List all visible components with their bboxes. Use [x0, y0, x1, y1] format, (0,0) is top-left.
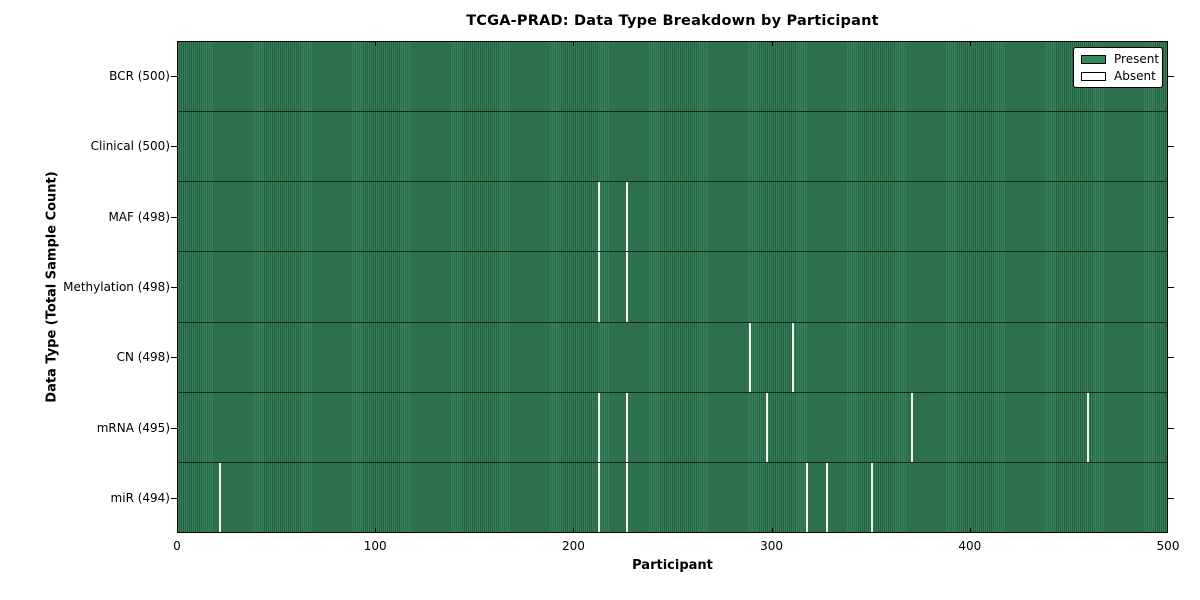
y-tick-mark	[171, 76, 177, 78]
absent-gap	[598, 462, 601, 532]
absent-gap	[748, 322, 751, 392]
heatmap-row-clinical	[178, 112, 1167, 183]
x-tick-label: 0	[173, 539, 181, 553]
absent-gap	[626, 252, 628, 322]
x-tick-mark	[573, 42, 575, 46]
x-tick-mark	[771, 42, 773, 46]
x-tick-mark	[375, 42, 377, 46]
x-tick-mark	[771, 528, 773, 532]
absent-gap	[626, 462, 628, 532]
y-tick-mark	[171, 357, 177, 359]
absent-gap	[598, 392, 601, 462]
heatmap-row-mir	[178, 462, 1167, 532]
absent-gap	[626, 182, 628, 252]
y-tick-label: mRNA (495)	[96, 420, 170, 435]
absent-gap	[871, 462, 874, 532]
heatmap-row-maf	[178, 182, 1167, 253]
absent-gap	[598, 252, 601, 322]
y-tick-label: MAF (498)	[108, 209, 170, 224]
y-tick-mark	[171, 497, 177, 499]
y-tick-mark	[171, 287, 177, 288]
x-tick-label: 100	[363, 539, 387, 553]
y-tick-mark	[1168, 287, 1174, 288]
y-tick-label: Methylation (498)	[63, 280, 170, 294]
y-tick-mark	[171, 146, 177, 148]
heatmap-row-cn	[178, 322, 1167, 393]
x-tick-mark	[375, 528, 377, 532]
y-tick-mark	[1168, 357, 1174, 359]
absent-gap	[806, 462, 808, 532]
absent-swatch	[1081, 71, 1106, 81]
y-tick-label: Clinical (500)	[90, 139, 170, 154]
y-tick-mark	[1168, 497, 1174, 499]
absent-gap	[910, 392, 913, 462]
heatmap-rows	[178, 42, 1167, 532]
absent-gap	[825, 462, 828, 532]
legend: Present Absent	[1073, 47, 1163, 88]
absent-gap	[1086, 392, 1089, 462]
y-tick-mark	[171, 216, 177, 218]
legend-label-present: Present	[1114, 52, 1160, 66]
heatmap-row-mrna	[178, 392, 1167, 463]
absent-gap	[218, 462, 221, 532]
x-tick-label: 300	[760, 539, 784, 553]
heatmap-row-bcr	[178, 42, 1167, 113]
y-tick-mark	[171, 427, 177, 429]
y-axis-label: Data Type (Total Sample Count)	[44, 171, 60, 403]
x-tick-mark	[969, 528, 971, 532]
x-tick-label: 200	[561, 539, 585, 553]
plot-area: Present Absent	[177, 41, 1168, 533]
y-tick-mark	[1168, 216, 1174, 218]
heatmap-row-methylation	[178, 252, 1167, 323]
y-tick-label: BCR (500)	[109, 69, 170, 84]
absent-gap	[792, 322, 795, 392]
present-swatch	[1081, 54, 1106, 64]
y-tick-mark	[1168, 146, 1174, 148]
x-tick-label: 400	[958, 539, 982, 553]
absent-gap	[626, 392, 628, 462]
x-tick-mark	[573, 528, 575, 532]
y-tick-label: miR (494)	[110, 490, 170, 505]
absent-gap	[598, 182, 601, 252]
y-tick-mark	[1168, 76, 1174, 78]
legend-item-present: Present	[1081, 53, 1159, 65]
absent-gap	[766, 392, 769, 462]
x-tick-mark	[969, 42, 971, 46]
y-tick-label: CN (498)	[116, 350, 170, 365]
chart-title: TCGA-PRAD: Data Type Breakdown by Partic…	[466, 13, 879, 29]
x-axis-label: Participant	[632, 558, 713, 573]
y-tick-mark	[1168, 427, 1174, 429]
legend-label-absent: Absent	[1114, 69, 1156, 83]
legend-item-absent: Absent	[1081, 69, 1156, 83]
x-tick-label: 500	[1156, 539, 1180, 553]
